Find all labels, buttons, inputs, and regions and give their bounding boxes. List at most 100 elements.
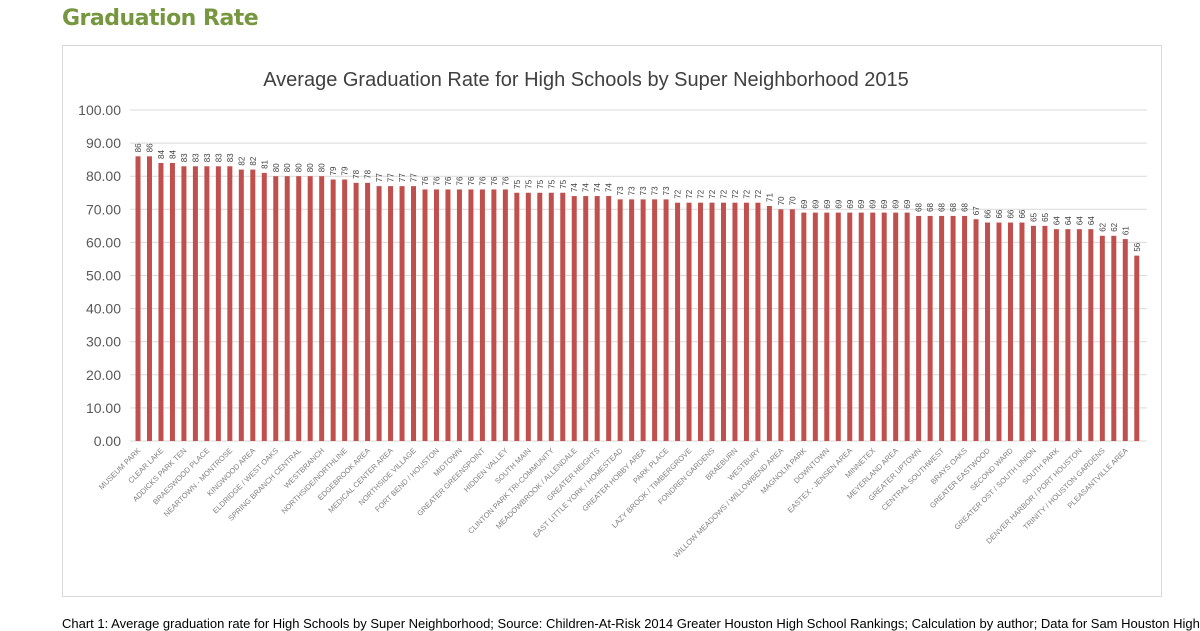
data-label: 69: [811, 199, 820, 208]
data-label: 70: [788, 196, 797, 205]
bar: [904, 212, 910, 441]
bar: [847, 212, 853, 441]
data-label: 82: [237, 156, 246, 165]
data-label: 83: [180, 153, 189, 162]
data-label: 61: [1121, 226, 1130, 235]
y-tick-label: 60.00: [86, 234, 121, 250]
data-label: 69: [834, 199, 843, 208]
bar: [927, 215, 933, 441]
y-tick-label: 20.00: [86, 367, 121, 383]
bar: [1030, 225, 1036, 441]
data-label: 80: [272, 163, 281, 172]
bar: [158, 162, 164, 441]
data-label: 62: [1110, 222, 1119, 231]
bar: [548, 192, 554, 441]
chart-container: Average Graduation Rate for High Schools…: [62, 45, 1162, 597]
bar: [502, 189, 508, 441]
data-label: 76: [467, 176, 476, 185]
data-label: 80: [295, 163, 304, 172]
data-label: 64: [1087, 216, 1096, 225]
data-label: 64: [1052, 216, 1061, 225]
data-label: 83: [226, 153, 235, 162]
data-label: 65: [1029, 212, 1038, 221]
bar: [353, 182, 359, 441]
data-label: 86: [134, 143, 143, 152]
bar: [1111, 235, 1117, 441]
bar: [537, 192, 543, 441]
y-tick-label: 0.00: [94, 433, 121, 449]
data-label: 69: [846, 199, 855, 208]
data-label: 83: [203, 153, 212, 162]
bar: [824, 212, 830, 441]
data-label: 83: [191, 153, 200, 162]
bar: [801, 212, 807, 441]
bar: [1099, 235, 1105, 441]
bar: [835, 212, 841, 441]
data-label: 73: [662, 186, 671, 195]
y-tick-label: 100.00: [78, 102, 121, 118]
data-label: 75: [536, 179, 545, 188]
bar: [146, 156, 152, 441]
data-label: 77: [410, 173, 419, 182]
bar: [617, 199, 623, 441]
data-label: 74: [582, 183, 591, 192]
data-label: 73: [628, 186, 637, 195]
bar: [422, 189, 428, 441]
bar: [204, 166, 210, 441]
data-label: 70: [777, 196, 786, 205]
bar: [1065, 229, 1071, 441]
bar: [732, 202, 738, 441]
bar: [698, 202, 704, 441]
data-label: 76: [490, 176, 499, 185]
bar: [273, 176, 279, 441]
y-tick-label: 80.00: [86, 168, 121, 184]
bar: [652, 199, 658, 441]
y-tick-label: 50.00: [86, 268, 121, 284]
data-label: 75: [524, 179, 533, 188]
data-label: 65: [1041, 212, 1050, 221]
bar: [789, 209, 795, 441]
bar: [950, 215, 956, 441]
bar: [1076, 229, 1082, 441]
bar: [250, 169, 256, 441]
data-label: 72: [731, 189, 740, 198]
y-tick-label: 40.00: [86, 301, 121, 317]
data-label: 83: [214, 153, 223, 162]
bar: [939, 215, 945, 441]
data-label: 66: [995, 209, 1004, 218]
data-label: 72: [697, 189, 706, 198]
bar: [663, 199, 669, 441]
bar: [583, 196, 589, 441]
bar: [571, 196, 577, 441]
data-label: 81: [260, 159, 269, 168]
data-label: 72: [742, 189, 751, 198]
bar: [192, 166, 198, 441]
bar: [319, 176, 325, 441]
data-label: 66: [1018, 209, 1027, 218]
bar: [491, 189, 497, 441]
bar: [1007, 222, 1013, 441]
section-heading: Graduation Rate: [62, 6, 259, 31]
bar: [1053, 229, 1059, 441]
bar: [261, 172, 267, 441]
bar: [1122, 239, 1128, 441]
data-label: 56: [1133, 242, 1142, 251]
bar: [433, 189, 439, 441]
data-label: 77: [387, 173, 396, 182]
data-label: 73: [651, 186, 660, 195]
data-label: 80: [283, 163, 292, 172]
bar: [755, 202, 761, 441]
y-tick-label: 30.00: [86, 334, 121, 350]
data-label: 76: [478, 176, 487, 185]
bar: [445, 189, 451, 441]
bar: [1019, 222, 1025, 441]
data-label: 74: [593, 183, 602, 192]
data-label: 68: [926, 202, 935, 211]
data-label: 64: [1064, 216, 1073, 225]
data-label: 79: [341, 166, 350, 175]
bar: [560, 192, 566, 441]
bar: [686, 202, 692, 441]
bar: [514, 192, 520, 441]
data-label: 76: [501, 176, 510, 185]
data-label: 76: [455, 176, 464, 185]
